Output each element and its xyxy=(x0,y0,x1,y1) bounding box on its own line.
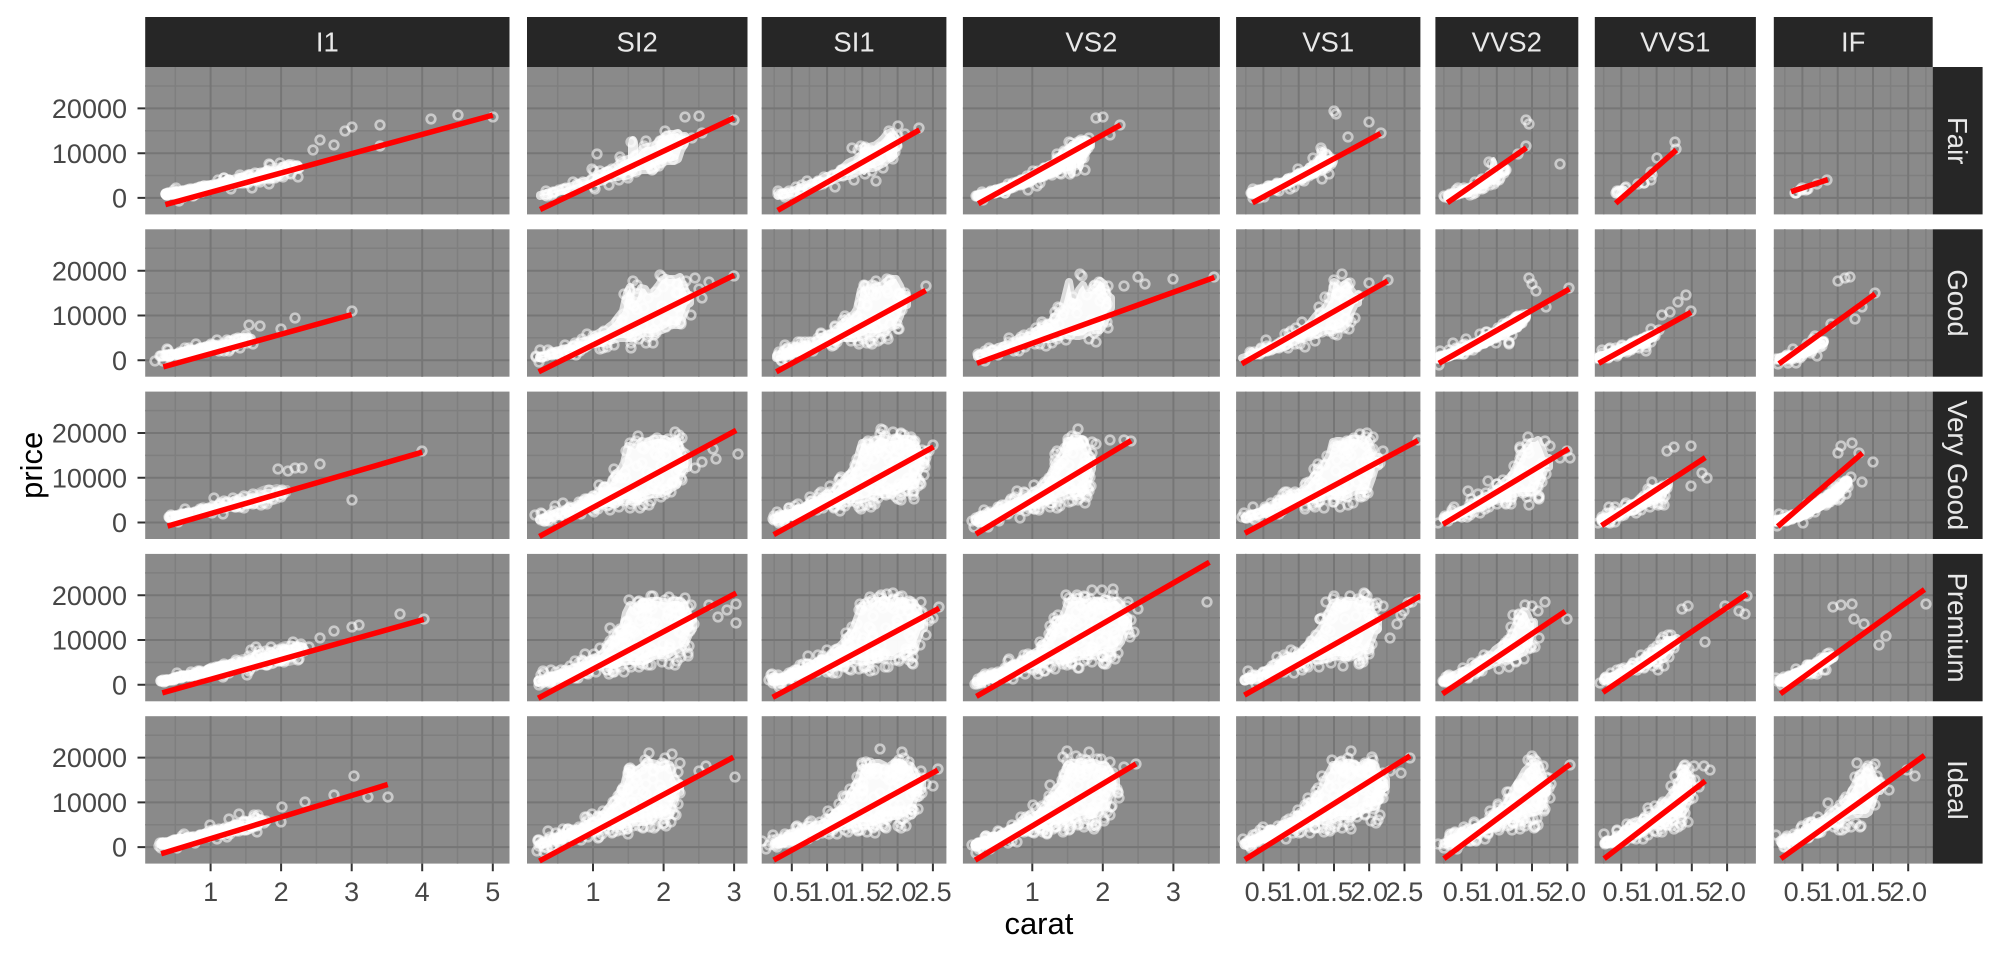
svg-text:VVS1: VVS1 xyxy=(1640,27,1710,58)
svg-text:1.0: 1.0 xyxy=(1638,877,1676,907)
svg-text:0.5: 0.5 xyxy=(773,877,811,907)
svg-text:1: 1 xyxy=(1025,877,1040,907)
svg-text:2: 2 xyxy=(274,877,289,907)
svg-text:VS1: VS1 xyxy=(1302,27,1354,58)
svg-text:20000: 20000 xyxy=(52,419,127,449)
svg-text:0: 0 xyxy=(112,184,127,214)
svg-text:Very Good: Very Good xyxy=(1942,400,1973,530)
svg-text:0: 0 xyxy=(112,833,127,863)
svg-text:5: 5 xyxy=(485,877,500,907)
svg-text:1.5: 1.5 xyxy=(1513,877,1551,907)
svg-text:1.5: 1.5 xyxy=(1315,877,1353,907)
svg-text:2.5: 2.5 xyxy=(1386,877,1424,907)
svg-text:Premium: Premium xyxy=(1942,573,1973,683)
svg-text:VS2: VS2 xyxy=(1065,27,1117,58)
svg-text:0.5: 0.5 xyxy=(1784,877,1822,907)
svg-text:0.5: 0.5 xyxy=(1603,877,1641,907)
svg-text:20000: 20000 xyxy=(52,581,127,611)
svg-text:Good: Good xyxy=(1942,269,1973,336)
svg-text:2.0: 2.0 xyxy=(1549,877,1587,907)
svg-text:1.5: 1.5 xyxy=(1673,877,1711,907)
svg-text:20000: 20000 xyxy=(52,743,127,773)
svg-text:I1: I1 xyxy=(316,27,339,58)
svg-text:SI1: SI1 xyxy=(833,27,874,58)
svg-text:1.0: 1.0 xyxy=(1478,877,1516,907)
svg-text:SI2: SI2 xyxy=(617,27,658,58)
svg-text:10000: 10000 xyxy=(52,139,127,169)
svg-text:2.0: 2.0 xyxy=(1889,877,1927,907)
svg-text:1.0: 1.0 xyxy=(1819,877,1857,907)
svg-text:Fair: Fair xyxy=(1942,117,1973,164)
svg-text:2: 2 xyxy=(1095,877,1110,907)
svg-text:10000: 10000 xyxy=(52,463,127,493)
svg-text:20000: 20000 xyxy=(52,256,127,286)
svg-text:0: 0 xyxy=(112,508,127,538)
svg-text:10000: 10000 xyxy=(52,626,127,656)
svg-text:10000: 10000 xyxy=(52,301,127,331)
svg-text:20000: 20000 xyxy=(52,94,127,124)
svg-text:VVS2: VVS2 xyxy=(1472,27,1542,58)
svg-text:3: 3 xyxy=(344,877,359,907)
svg-text:0.5: 0.5 xyxy=(1245,877,1283,907)
svg-text:0: 0 xyxy=(112,346,127,376)
svg-text:Ideal: Ideal xyxy=(1942,760,1973,820)
svg-text:3: 3 xyxy=(1166,877,1181,907)
svg-text:2.0: 2.0 xyxy=(1350,877,1388,907)
svg-text:1: 1 xyxy=(585,877,600,907)
svg-text:0.5: 0.5 xyxy=(1443,877,1481,907)
svg-text:1: 1 xyxy=(203,877,218,907)
svg-text:10000: 10000 xyxy=(52,788,127,818)
svg-text:4: 4 xyxy=(415,877,430,907)
svg-text:1.5: 1.5 xyxy=(844,877,882,907)
svg-text:1.5: 1.5 xyxy=(1854,877,1892,907)
svg-text:2.5: 2.5 xyxy=(914,877,952,907)
svg-text:3: 3 xyxy=(727,877,742,907)
svg-text:2.0: 2.0 xyxy=(879,877,917,907)
svg-text:2: 2 xyxy=(656,877,671,907)
svg-text:2.0: 2.0 xyxy=(1708,877,1746,907)
svg-text:0: 0 xyxy=(112,670,127,700)
svg-text:price: price xyxy=(14,432,49,499)
svg-text:1.0: 1.0 xyxy=(1280,877,1318,907)
svg-text:IF: IF xyxy=(1841,27,1865,58)
svg-text:1.0: 1.0 xyxy=(808,877,846,907)
svg-text:carat: carat xyxy=(1004,906,1073,941)
